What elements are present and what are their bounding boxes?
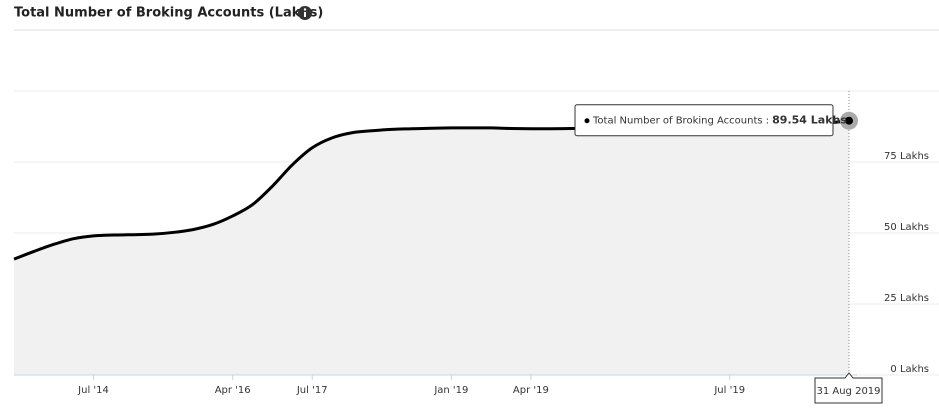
y-tick-label: 0 Lakhs <box>890 364 929 375</box>
x-tick-label: Jul '14 <box>77 385 109 396</box>
info-icon[interactable] <box>298 6 312 20</box>
y-tick-label: 75 Lakhs <box>884 151 929 162</box>
x-tick-label: Apr '19 <box>513 385 549 396</box>
tooltip-value: 89.54 Lakhs <box>772 114 847 127</box>
x-tick-label: Jul '17 <box>296 385 328 396</box>
x-tick-label: Jan '19 <box>433 385 468 396</box>
date-label: 31 Aug 2019 <box>816 386 880 397</box>
tooltip-text: Total Number of Broking Accounts :89.54 … <box>592 114 847 127</box>
date-box <box>814 372 883 404</box>
tooltip-dot <box>584 118 590 124</box>
point <box>845 116 853 125</box>
y-tick-label: 50 Lakhs <box>884 222 929 233</box>
area <box>14 120 849 376</box>
x-tick-label: Jul '19 <box>713 385 745 396</box>
chart-title: Total Number of Broking Accounts (Lakhs) <box>14 6 323 21</box>
y-tick-label: 25 Lakhs <box>884 293 929 304</box>
tooltip-label: Total Number of Broking Accounts : <box>592 116 769 127</box>
tooltip-box <box>574 104 834 137</box>
x-tick-label: Apr '16 <box>215 385 251 396</box>
